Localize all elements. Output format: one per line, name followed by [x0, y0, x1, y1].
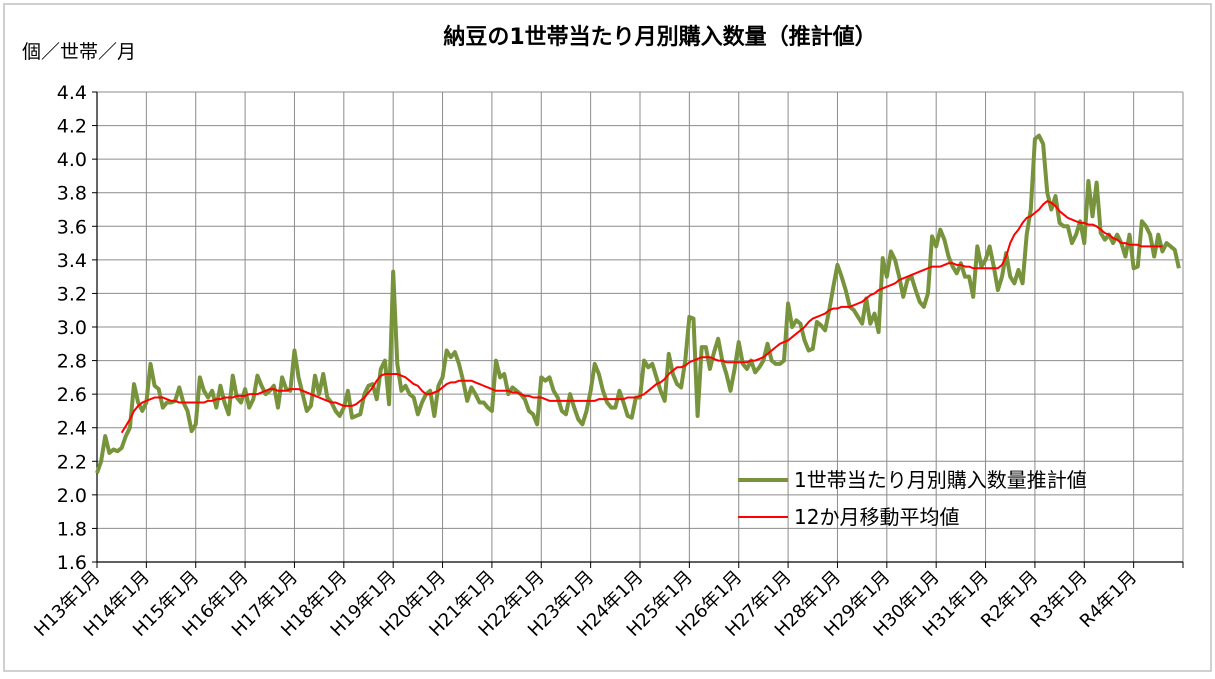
- y-axis-title: 個／世帯／月: [22, 41, 136, 63]
- y-tick-label: 3.6: [57, 216, 87, 238]
- y-tick-label: 1.8: [57, 518, 87, 540]
- y-tick-label: 3.8: [57, 183, 87, 205]
- y-tick-label: 1.6: [57, 552, 87, 574]
- legend-label: 1世帯当たり月別購入数量推計値: [794, 468, 1087, 492]
- y-tick-label: 2.8: [57, 351, 87, 373]
- series-line: [120, 200, 1163, 434]
- y-tick-label: 2.0: [57, 485, 87, 507]
- y-tick-label: 4.2: [57, 116, 87, 138]
- y-tick-label: 2.6: [57, 384, 87, 406]
- y-tick-label: 2.2: [57, 451, 87, 473]
- chart-frame: [3, 3, 1212, 672]
- y-tick-label: 2.4: [57, 418, 87, 440]
- legend-label: 12か月移動平均値: [794, 505, 959, 529]
- chart-title: 納豆の1世帯当たり月別購入数量（推計値）: [443, 24, 876, 50]
- y-tick-label: 3.0: [57, 317, 87, 339]
- y-tick-label: 3.4: [57, 250, 87, 272]
- y-tick-label: 4.0: [57, 149, 87, 171]
- y-tick-label: 4.4: [57, 82, 87, 104]
- y-tick-label: 3.2: [57, 283, 87, 305]
